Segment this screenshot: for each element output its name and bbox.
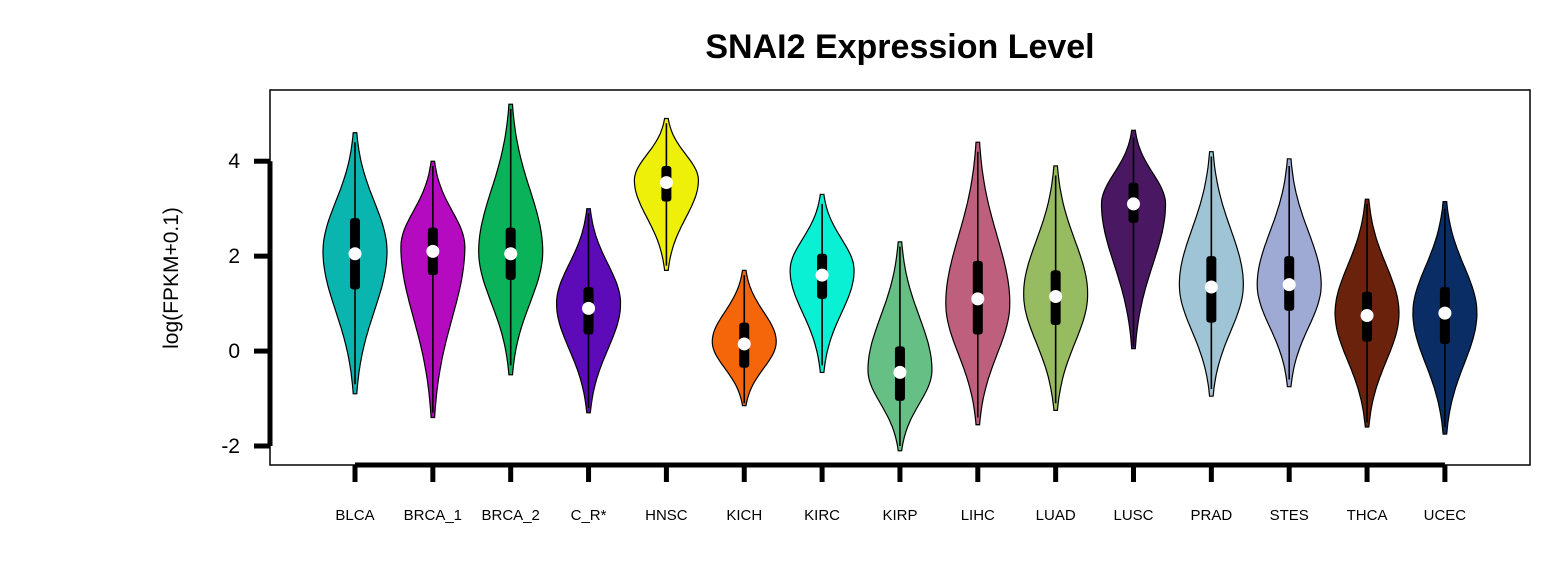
y-tick-label: 0	[228, 340, 240, 363]
x-tick-label: LIHC	[961, 507, 995, 524]
median-point	[504, 247, 518, 261]
median-point	[1204, 280, 1218, 294]
violins	[322, 103, 1478, 452]
x-axis: BLCA BRCA_1 BRCA_2 C_R* HNSC KICH KIRC KIRP LIHC…	[335, 462, 1467, 524]
median-point	[971, 292, 985, 306]
x-tick-label: PRAD	[1191, 507, 1233, 524]
x-tick-label: C_R*	[571, 507, 607, 524]
median-point	[1049, 289, 1063, 303]
x-tick-label: UCEC	[1424, 507, 1467, 524]
median-point	[426, 244, 440, 258]
x-tick-label: KIRC	[804, 507, 840, 524]
median-point	[659, 176, 673, 190]
y-tick-label: 2	[228, 245, 240, 268]
median-point	[893, 365, 907, 379]
y-axis: -2 0 2 4	[221, 150, 273, 458]
median-point	[815, 268, 829, 282]
x-tick-label: HNSC	[645, 507, 688, 524]
median-point	[582, 301, 596, 315]
y-tick-label: 4	[228, 150, 240, 173]
y-axis-label: log(FPKM+0.1)	[160, 207, 183, 349]
x-tick-label: BLCA	[335, 507, 374, 524]
median-point	[737, 337, 751, 351]
x-tick-label: LUAD	[1036, 507, 1076, 524]
x-tick-label: STES	[1270, 507, 1309, 524]
median-point	[348, 247, 362, 261]
y-tick-label: -2	[221, 435, 240, 458]
median-point	[1360, 308, 1374, 322]
x-tick-label: THCA	[1347, 507, 1388, 524]
median-point	[1282, 278, 1296, 292]
x-tick-label: LUSC	[1113, 507, 1153, 524]
x-tick-label: BRCA_2	[482, 507, 540, 524]
x-tick-label: BRCA_1	[404, 507, 462, 524]
chart-title: SNAI2 Expression Level	[705, 28, 1094, 66]
x-tick-label: KICH	[726, 507, 762, 524]
x-tick-label: KIRP	[882, 507, 917, 524]
median-point	[1127, 197, 1140, 211]
median-point	[1438, 306, 1452, 320]
